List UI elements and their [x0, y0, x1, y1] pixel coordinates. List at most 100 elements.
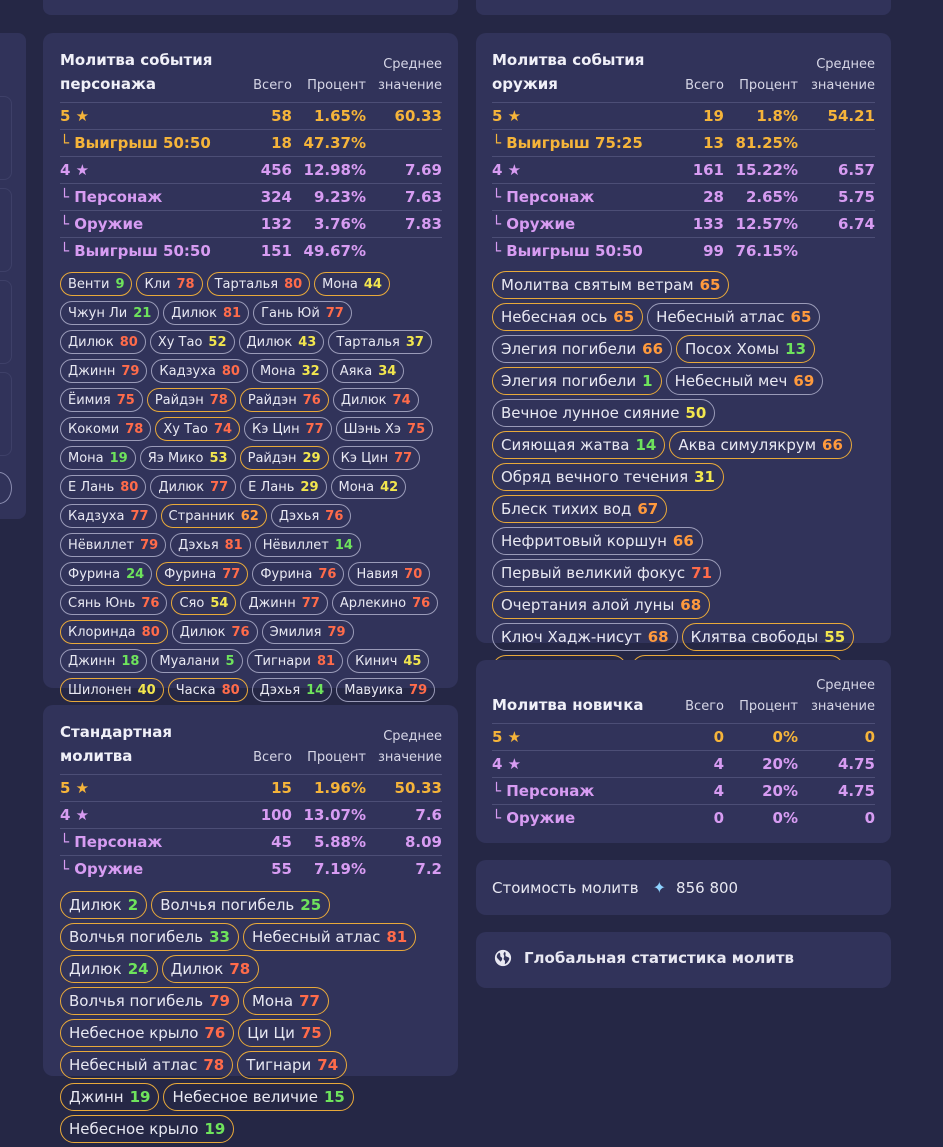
- pull-tag[interactable]: Ху Тао 74: [155, 417, 241, 441]
- pull-tag[interactable]: Е Лань 29: [240, 475, 327, 499]
- pull-tag[interactable]: Тигнари 74: [237, 1051, 348, 1079]
- pull-tag[interactable]: Мона 32: [251, 359, 328, 383]
- pull-tag[interactable]: Небесный меч 69: [665, 367, 824, 395]
- pull-tag[interactable]: Мона 77: [242, 987, 329, 1015]
- pull-tag[interactable]: Тарталья 80: [206, 272, 311, 296]
- pull-tag[interactable]: Мавуика 79: [336, 678, 436, 702]
- pull-tag[interactable]: Блеск тихих вод 67: [492, 495, 668, 523]
- pull-tag[interactable]: Нефритовый коршун 66: [492, 527, 703, 555]
- pull-tag[interactable]: Райдэн 29: [239, 446, 329, 470]
- pull-tag[interactable]: Кокоми 78: [60, 417, 152, 441]
- pull-tag[interactable]: Муалани 5: [151, 649, 243, 673]
- pull-tag[interactable]: Вечное лунное сияние 50: [492, 399, 716, 427]
- pull-tag[interactable]: Мона 42: [330, 475, 407, 499]
- pull-tag[interactable]: Эмилия 79: [261, 620, 354, 644]
- global-stats-link[interactable]: Глобальная статистика молитв: [494, 949, 794, 967]
- pull-tag[interactable]: Волчья погибель 25: [151, 891, 331, 919]
- pull-tag[interactable]: Дэхья 76: [270, 504, 352, 528]
- pull-tag[interactable]: Арлекино 76: [331, 591, 439, 615]
- pull-tag[interactable]: Ху Тао 52: [149, 330, 235, 354]
- row-label: └ Персонаж: [492, 777, 668, 805]
- pull-tag[interactable]: Кинич 45: [347, 649, 430, 673]
- pull-tag[interactable]: Ци Ци 75: [238, 1019, 331, 1047]
- pull-tag[interactable]: Яэ Мико 53: [139, 446, 236, 470]
- sidebar-button-1[interactable]: [0, 96, 12, 180]
- pull-tag[interactable]: Небесное величие 15: [163, 1083, 354, 1111]
- pull-tag[interactable]: Сияющая жатва 14: [492, 431, 666, 459]
- pull-tag[interactable]: Тарталья 37: [328, 330, 432, 354]
- pull-tag[interactable]: Дилюк 43: [238, 330, 325, 354]
- pull-tag[interactable]: Дилюк 77: [150, 475, 237, 499]
- pull-tag[interactable]: Небесное крыло 76: [60, 1019, 235, 1047]
- pull-tag[interactable]: Дилюк 74: [332, 388, 419, 412]
- pull-tag[interactable]: Гань Юй 77: [253, 301, 352, 325]
- sidebar-button-4[interactable]: [0, 372, 12, 456]
- pull-tag[interactable]: Джинн 77: [240, 591, 328, 615]
- pull-tag[interactable]: Ключ Хадж-нисут 68: [492, 623, 678, 651]
- pull-tag[interactable]: Кли 78: [136, 272, 203, 296]
- pull-tag[interactable]: Клоринда 80: [60, 620, 168, 644]
- sidebar-button-3[interactable]: [0, 280, 12, 364]
- pull-tag[interactable]: Райдэн 78: [146, 388, 236, 412]
- row-percent: 5.88%: [292, 828, 366, 856]
- pull-tag[interactable]: Дилюк 76: [171, 620, 258, 644]
- row-total: 4: [668, 750, 724, 778]
- pull-tag[interactable]: Тигнари 81: [246, 649, 344, 673]
- pull-tag[interactable]: Дилюк 80: [60, 330, 146, 354]
- pull-tag[interactable]: Ёимия 75: [60, 388, 143, 412]
- pull-tag[interactable]: Нёвиллет 14: [254, 533, 361, 557]
- pull-tag[interactable]: Джинн 79: [60, 359, 148, 383]
- pull-tag[interactable]: Райдэн 76: [239, 388, 329, 412]
- pull-tag[interactable]: Элегия погибели 66: [492, 335, 673, 363]
- standard-title: Стандартная молитва: [60, 723, 172, 765]
- pull-tag[interactable]: Шилонен 40: [60, 678, 164, 702]
- pull-tag[interactable]: Аяка 34: [331, 359, 405, 383]
- pull-tag[interactable]: Волчья погибель 33: [60, 923, 239, 951]
- pull-tag[interactable]: Джинн 19: [60, 1083, 160, 1111]
- pull-tag[interactable]: Дилюк 24: [60, 955, 158, 983]
- pull-tag[interactable]: Небесное крыло 19: [60, 1115, 235, 1143]
- pull-tag[interactable]: Клятва свободы 55: [681, 623, 855, 651]
- pull-tag[interactable]: Странник 62: [160, 504, 267, 528]
- pull-tag[interactable]: Сянь Юнь 76: [60, 591, 168, 615]
- pull-tag[interactable]: Очертания алой луны 68: [492, 591, 711, 619]
- pull-tag[interactable]: Мона 19: [60, 446, 136, 470]
- pull-tag[interactable]: Обряд вечного течения 31: [492, 463, 724, 491]
- pull-tag[interactable]: Дэхья 81: [170, 533, 251, 557]
- pull-tag[interactable]: Волчья погибель 79: [60, 987, 239, 1015]
- pull-tag[interactable]: Венти 9: [60, 272, 133, 296]
- pull-tag[interactable]: Дилюк 78: [161, 955, 260, 983]
- pull-tag[interactable]: Кадзуха 80: [151, 359, 248, 383]
- pull-tag[interactable]: Небесный атлас 81: [242, 923, 417, 951]
- pull-tag[interactable]: Дэхья 14: [251, 678, 333, 702]
- row-label: 4 ★: [60, 156, 236, 184]
- sidebar-button-2[interactable]: [0, 188, 12, 272]
- pull-tag[interactable]: Дилюк 2: [60, 891, 148, 919]
- pull-tag[interactable]: Джинн 18: [60, 649, 148, 673]
- pull-tag[interactable]: Часка 80: [167, 678, 248, 702]
- pull-tag[interactable]: Нёвиллет 79: [60, 533, 167, 557]
- pull-tag[interactable]: Фурина 76: [252, 562, 345, 586]
- pull-tag[interactable]: Е Лань 80: [60, 475, 147, 499]
- pull-tag[interactable]: Шэнь Хэ 75: [335, 417, 434, 441]
- pull-tag[interactable]: Небесная ось 65: [492, 303, 644, 331]
- pull-tag[interactable]: Кадзуха 77: [60, 504, 157, 528]
- pull-tag[interactable]: Кэ Цин 77: [332, 446, 421, 470]
- pull-tag[interactable]: Фурина 77: [156, 562, 249, 586]
- pull-tag[interactable]: Навия 70: [348, 562, 431, 586]
- pull-name: Дэхья: [178, 537, 219, 553]
- pull-tag[interactable]: Небесный атлас 65: [647, 303, 821, 331]
- pull-tag[interactable]: Чжун Ли 21: [60, 301, 160, 325]
- global-stats-card[interactable]: Глобальная статистика молитв: [476, 932, 891, 988]
- pull-tag[interactable]: Мона 44: [314, 272, 390, 296]
- pull-tag[interactable]: Элегия погибели 1: [492, 367, 662, 395]
- pull-tag[interactable]: Сяо 54: [171, 591, 237, 615]
- pull-tag[interactable]: Аква симулякрум 66: [669, 431, 852, 459]
- pull-tag[interactable]: Кэ Цин 77: [244, 417, 332, 441]
- pull-tag[interactable]: Посох Хомы 13: [676, 335, 816, 363]
- pull-tag[interactable]: Фурина 24: [60, 562, 153, 586]
- pull-tag[interactable]: Небесный атлас 78: [60, 1051, 234, 1079]
- pull-tag[interactable]: Молитва святым ветрам 65: [492, 271, 730, 299]
- pull-tag[interactable]: Дилюк 81: [163, 301, 250, 325]
- pull-tag[interactable]: Первый великий фокус 71: [492, 559, 722, 587]
